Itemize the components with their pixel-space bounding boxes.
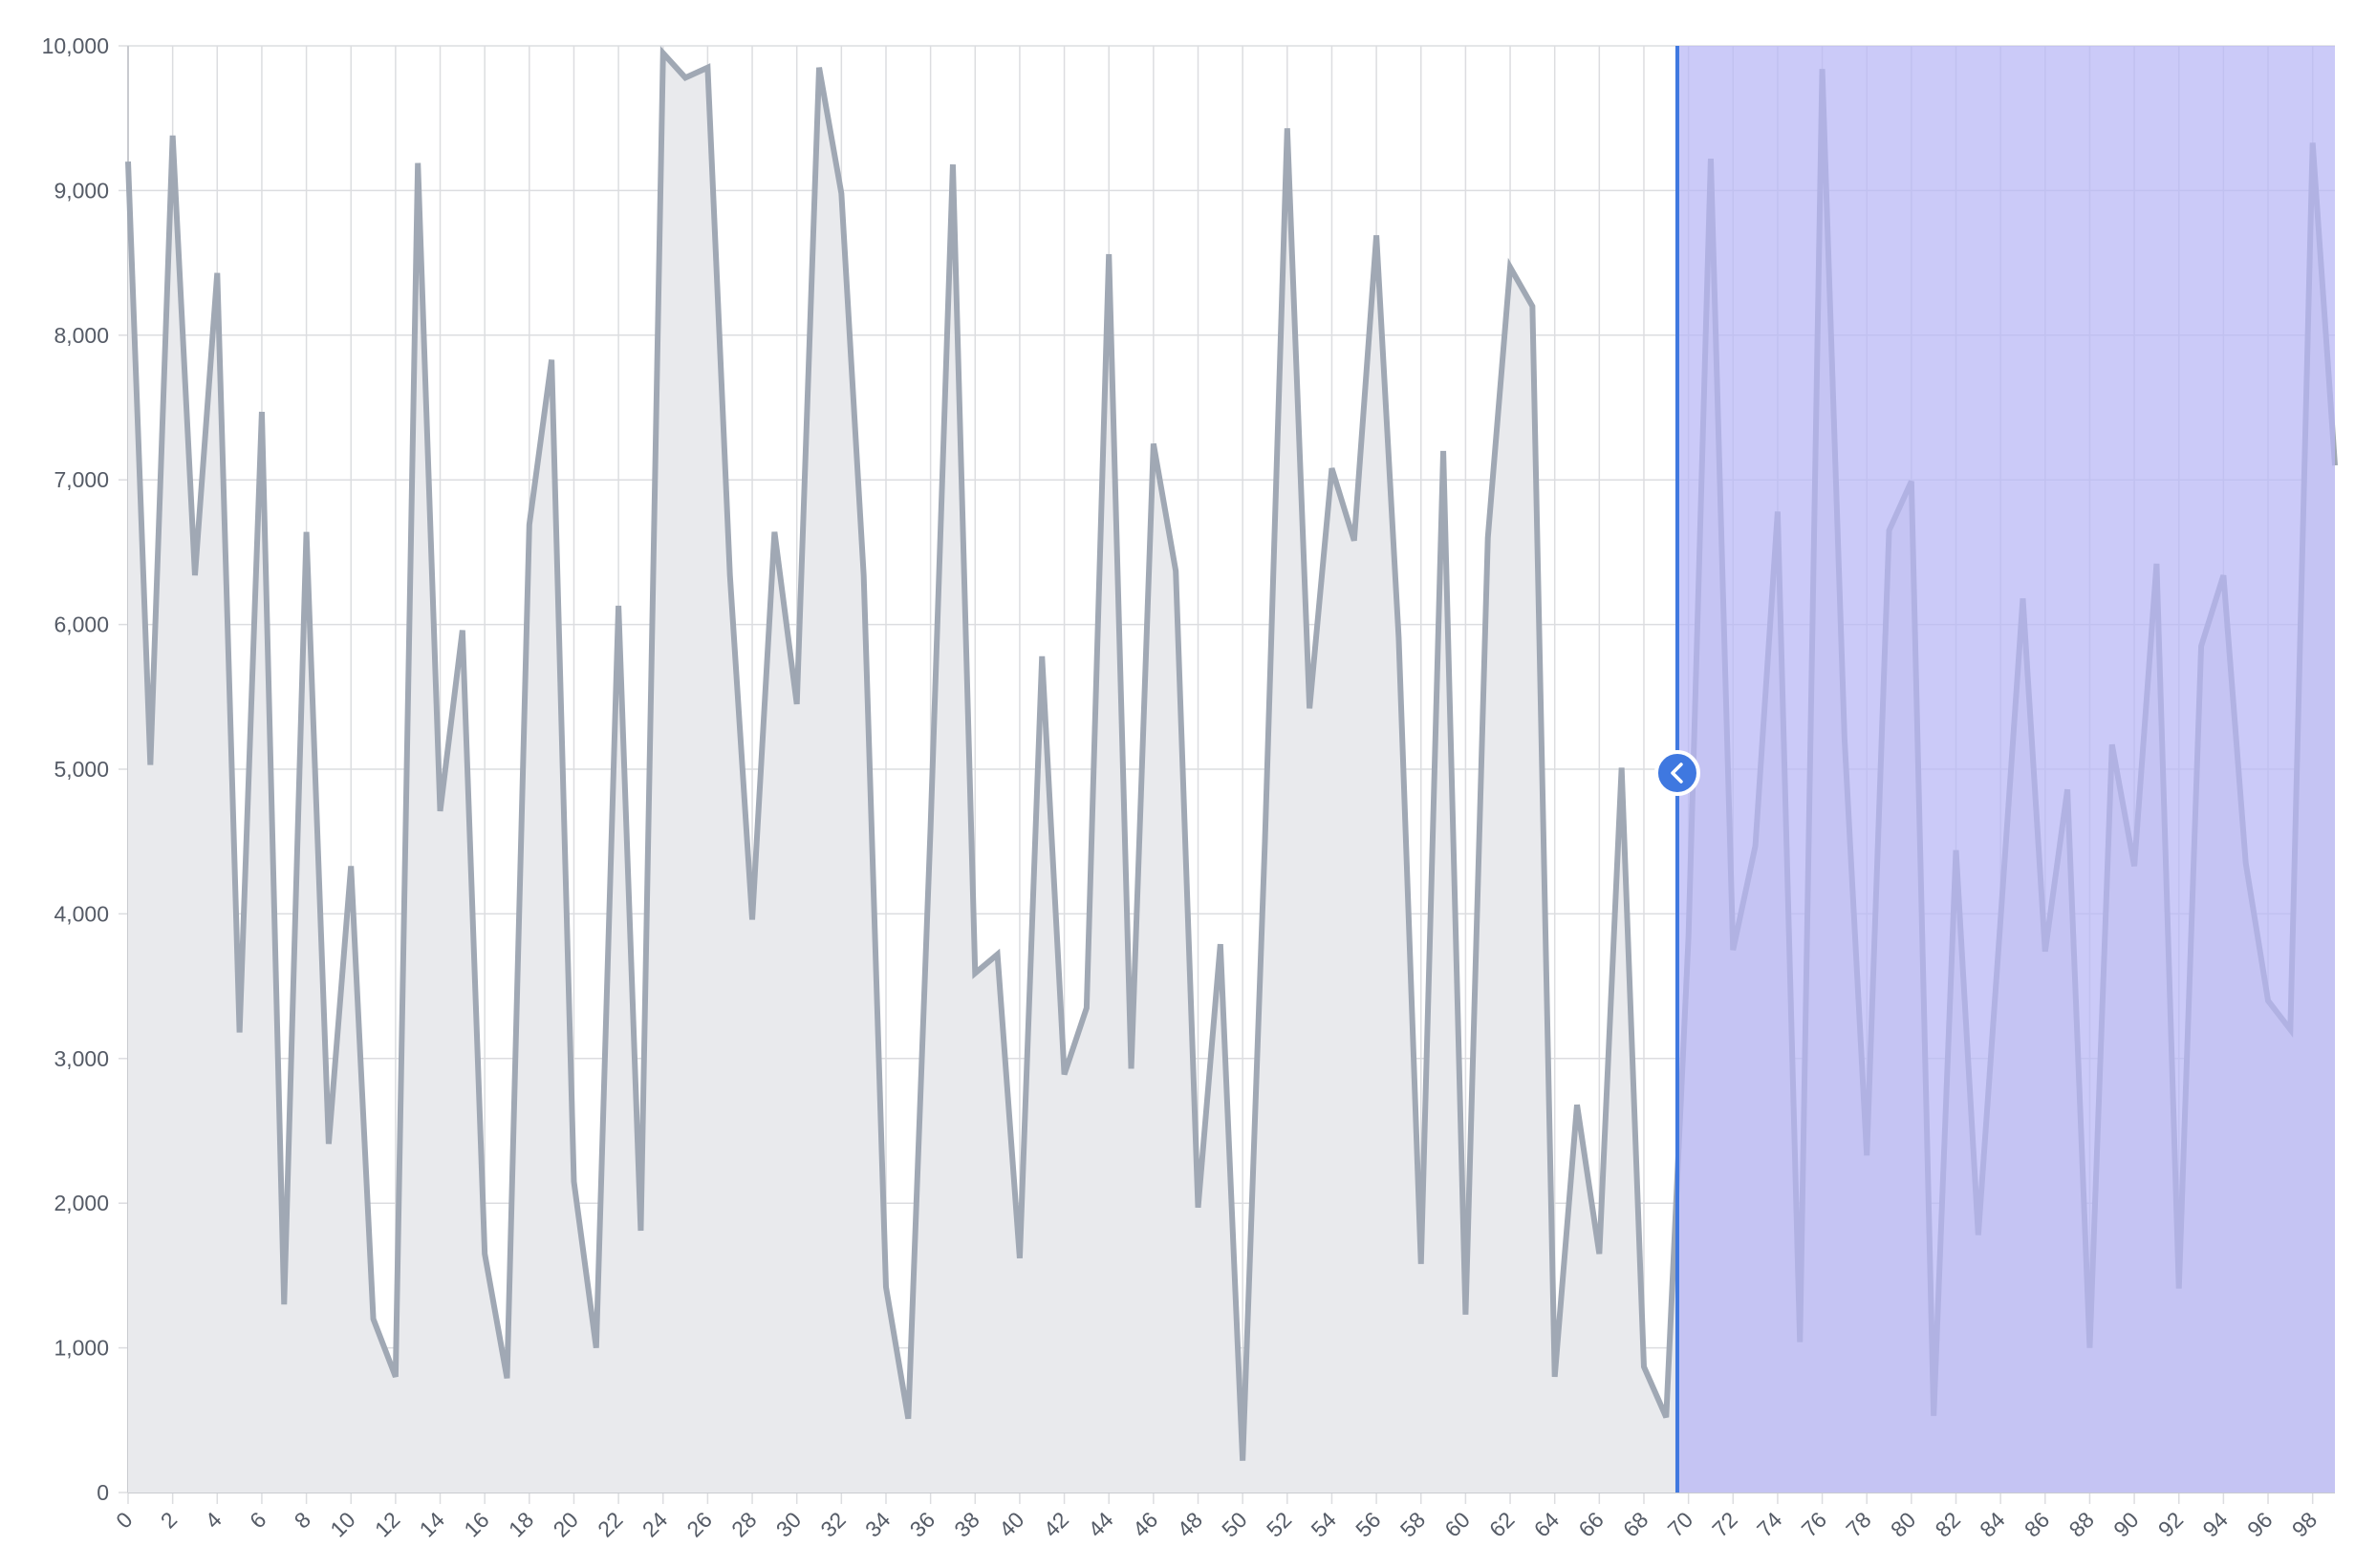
x-tick-label: 30 xyxy=(771,1507,806,1541)
x-tick-label: 4 xyxy=(200,1507,227,1534)
y-tick-label: 1,000 xyxy=(54,1336,109,1361)
y-tick-label: 5,000 xyxy=(54,757,109,782)
x-tick-label: 38 xyxy=(949,1507,983,1541)
x-tick-label: 20 xyxy=(549,1507,583,1541)
brush-selection[interactable] xyxy=(1677,46,2335,1493)
x-tick-label: 70 xyxy=(1663,1507,1697,1541)
x-tick-label: 22 xyxy=(593,1507,627,1541)
x-tick-label: 54 xyxy=(1307,1507,1342,1542)
x-tick-label: 60 xyxy=(1439,1507,1474,1541)
x-tick-label: 96 xyxy=(2242,1507,2277,1541)
x-tick-label: 0 xyxy=(111,1507,137,1533)
x-tick-label: 72 xyxy=(1707,1507,1741,1541)
x-tick-label: 50 xyxy=(1217,1507,1251,1541)
x-tick-label: 74 xyxy=(1752,1507,1787,1542)
y-tick-label: 9,000 xyxy=(54,178,109,203)
y-tick-label: 4,000 xyxy=(54,901,109,926)
y-tick-label: 6,000 xyxy=(54,612,109,637)
x-tick-label: 40 xyxy=(994,1507,1028,1541)
x-tick-label: 46 xyxy=(1128,1507,1162,1541)
y-tick-label: 0 xyxy=(97,1480,109,1505)
y-tick-label: 3,000 xyxy=(54,1046,109,1071)
x-tick-label: 52 xyxy=(1262,1507,1296,1541)
selection-layer[interactable] xyxy=(1677,46,2335,1493)
x-tick-label: 62 xyxy=(1484,1507,1519,1541)
x-tick-label: 14 xyxy=(415,1507,450,1542)
x-tick-label: 32 xyxy=(815,1507,850,1541)
x-tick-label: 66 xyxy=(1573,1507,1608,1541)
x-tick-label: 18 xyxy=(504,1507,538,1541)
x-tick-label: 34 xyxy=(860,1507,896,1542)
x-tick-label: 86 xyxy=(2020,1507,2054,1541)
brush-handle-circle[interactable] xyxy=(1656,752,1698,794)
x-tick-label: 44 xyxy=(1083,1507,1118,1542)
x-tick-label: 8 xyxy=(290,1507,315,1533)
x-tick-label: 24 xyxy=(637,1507,673,1542)
y-tick-label: 2,000 xyxy=(54,1191,109,1215)
x-tick-label: 78 xyxy=(1841,1507,1875,1541)
x-tick-label: 48 xyxy=(1173,1507,1207,1541)
x-tick-label: 68 xyxy=(1618,1507,1653,1541)
x-tick-label: 88 xyxy=(2063,1507,2098,1541)
x-tick-label: 28 xyxy=(726,1507,761,1541)
brush-handle-button[interactable] xyxy=(1656,752,1698,794)
x-tick-label: 26 xyxy=(681,1507,716,1541)
x-tick-label: 90 xyxy=(2108,1507,2143,1541)
x-tick-label: 42 xyxy=(1039,1507,1073,1541)
x-tick-label: 82 xyxy=(1931,1507,1965,1541)
x-tick-label: 92 xyxy=(2153,1507,2188,1541)
x-tick-label: 76 xyxy=(1797,1507,1831,1541)
x-tick-label: 84 xyxy=(1975,1507,2010,1542)
x-tick-label: 56 xyxy=(1350,1507,1385,1541)
x-tick-label: 64 xyxy=(1529,1507,1565,1542)
x-tick-label: 2 xyxy=(156,1507,182,1533)
y-tick-label: 8,000 xyxy=(54,323,109,348)
x-tick-label: 94 xyxy=(2197,1507,2233,1542)
x-tick-label: 58 xyxy=(1395,1507,1430,1541)
y-tick-label: 10,000 xyxy=(42,33,109,58)
x-tick-label: 98 xyxy=(2287,1507,2322,1541)
x-tick-label: 16 xyxy=(459,1507,493,1541)
y-tick-label: 7,000 xyxy=(54,467,109,492)
x-tick-label: 10 xyxy=(325,1507,359,1541)
x-tick-label: 12 xyxy=(370,1507,404,1541)
x-tick-label: 80 xyxy=(1886,1507,1920,1541)
y-axis-ticks: 0 1,000 2,000 3,000 4,000 5,000 6,000 7,000 8,00… xyxy=(42,33,109,1505)
x-tick-label: 36 xyxy=(905,1507,940,1541)
x-tick-label: 6 xyxy=(245,1507,270,1533)
brush-handle-layer[interactable] xyxy=(1656,752,1698,794)
